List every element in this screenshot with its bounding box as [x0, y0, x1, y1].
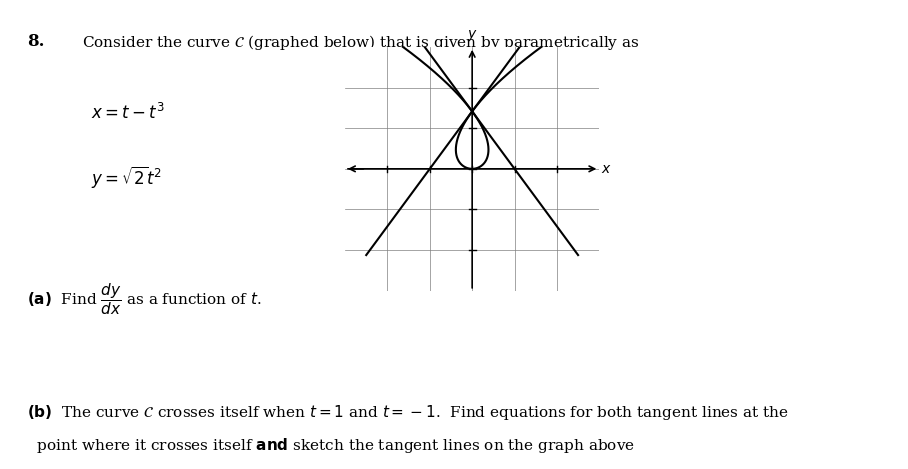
Text: $\mathbf{(b)}$  The curve $\mathcal{C}$ crosses itself when $t = 1$ and $t = -1$: $\mathbf{(b)}$ The curve $\mathcal{C}$ c… — [27, 403, 789, 423]
Text: point where it crosses itself $\mathbf{and}$ sketch the tangent lines on the gra: point where it crosses itself $\mathbf{a… — [27, 436, 636, 455]
Text: $x$: $x$ — [601, 162, 612, 176]
Text: $y$: $y$ — [467, 28, 478, 43]
Text: $x = t - t^3$: $x = t - t^3$ — [91, 103, 164, 123]
Text: Consider the curve $\mathcal{C}$ (graphed below) that is given by parametrically: Consider the curve $\mathcal{C}$ (graphe… — [82, 33, 639, 52]
Text: $y = \sqrt{2}t^2$: $y = \sqrt{2}t^2$ — [91, 164, 162, 190]
Text: 8.: 8. — [27, 33, 44, 50]
Text: $\mathbf{(a)}$  Find $\dfrac{dy}{dx}$ as a function of $t$.: $\mathbf{(a)}$ Find $\dfrac{dy}{dx}$ as … — [27, 281, 262, 317]
